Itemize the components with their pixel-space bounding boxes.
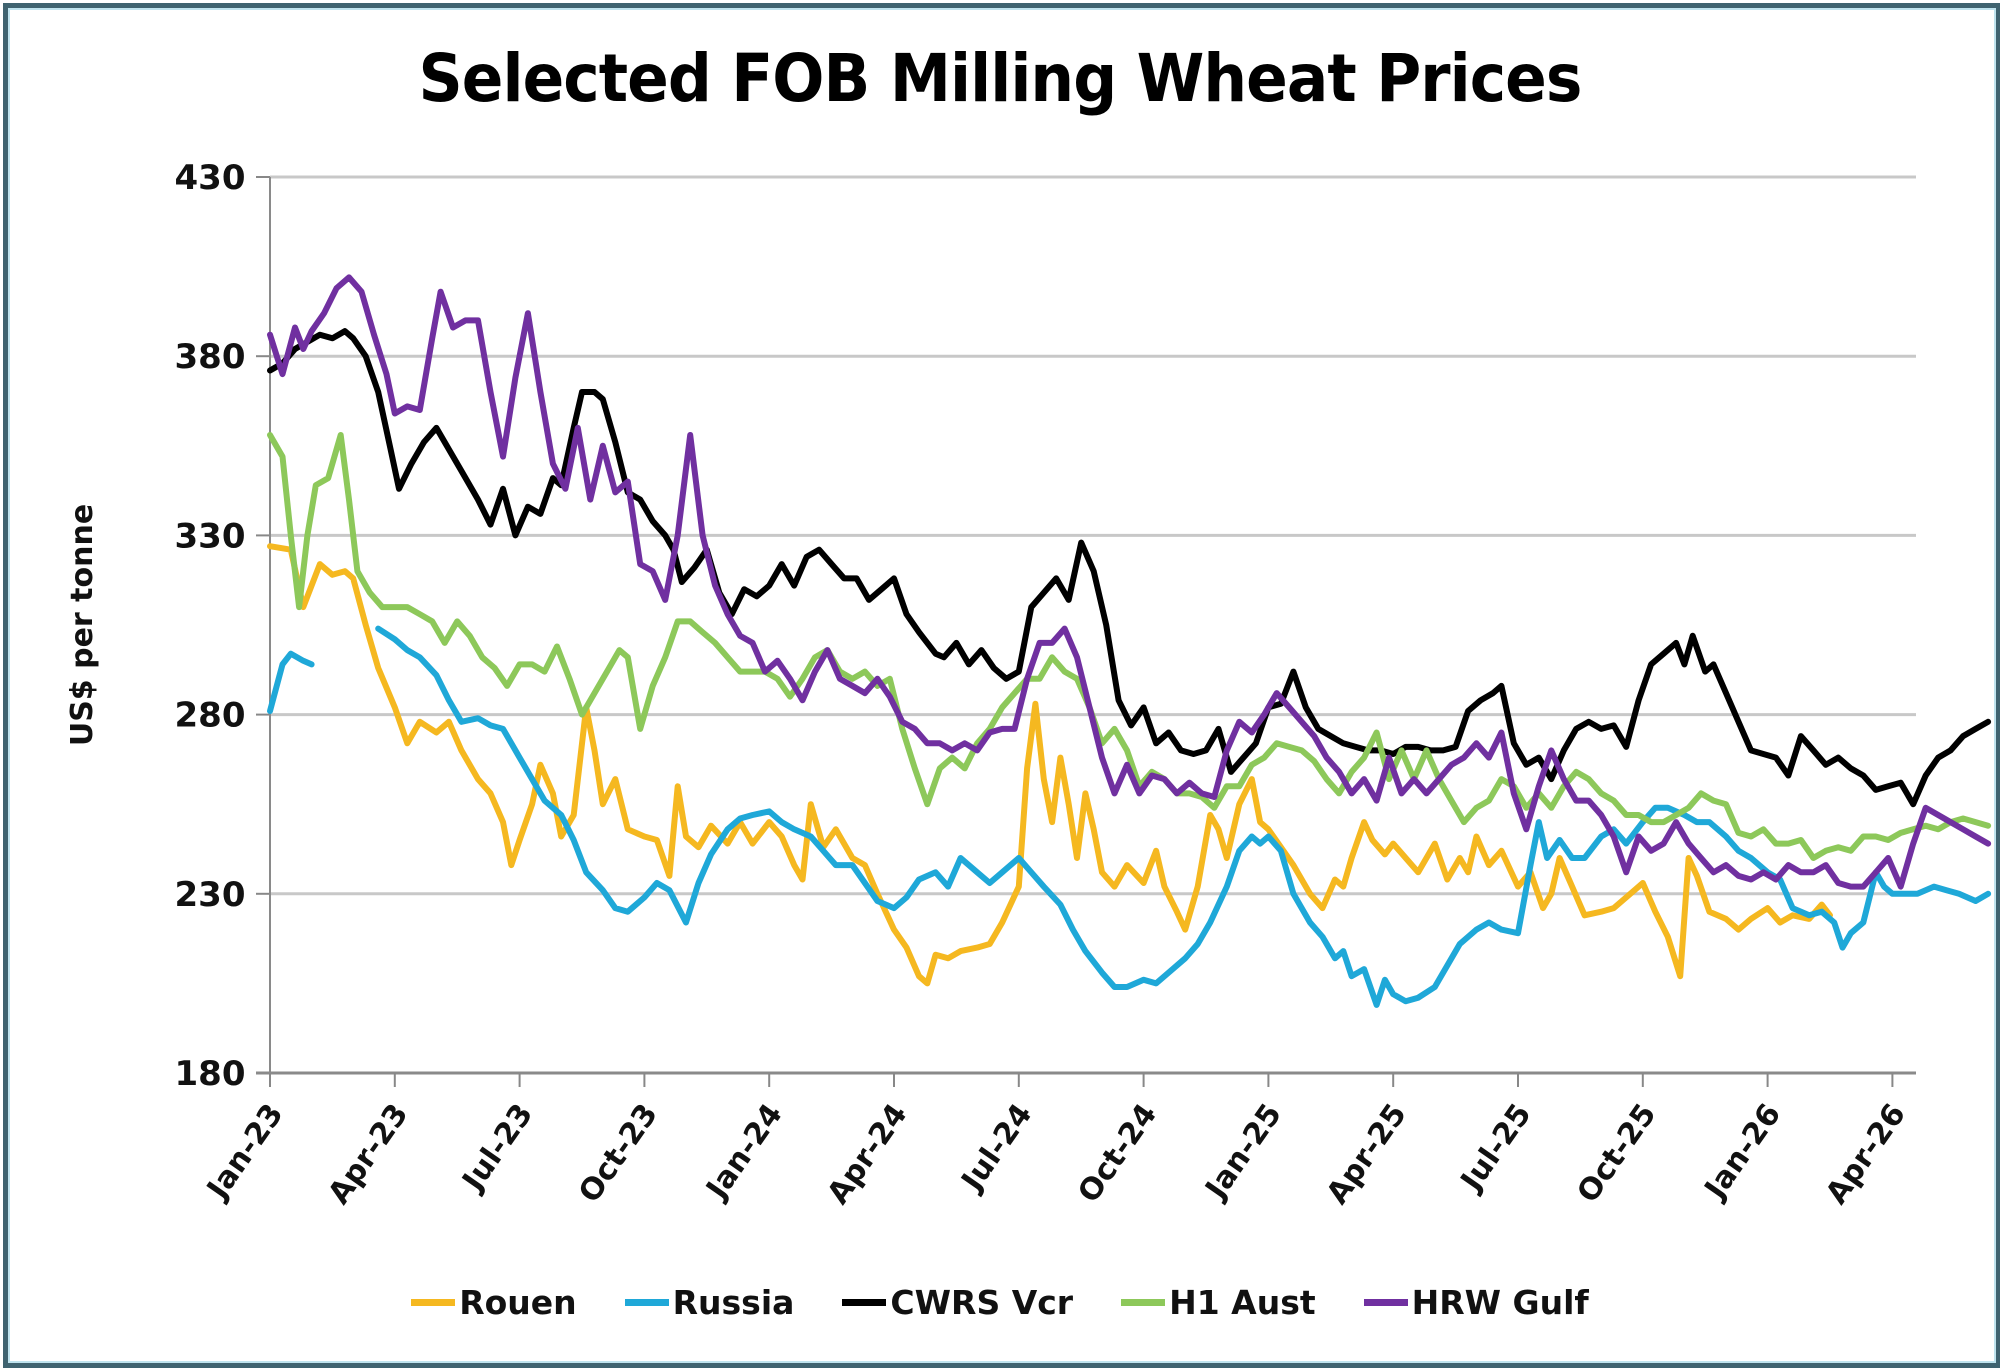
- x-tick-label: Jan-24: [699, 1098, 790, 1207]
- series-lines: [267, 274, 1992, 1008]
- legend-label: Rouen: [459, 1283, 577, 1322]
- series-line-rouen: [267, 543, 1833, 987]
- legend-swatch: [411, 1299, 456, 1306]
- legend-item-rouen: Rouen: [411, 1283, 577, 1322]
- axes: [256, 177, 1916, 1087]
- legend-swatch: [1121, 1299, 1166, 1306]
- y-tick-label: 280: [175, 696, 246, 736]
- series-line-hrw-gulf: [267, 274, 1992, 890]
- y-tick-label: 330: [175, 516, 246, 556]
- x-tick-label: Apr-26: [1819, 1098, 1913, 1211]
- x-tick-label: Jan-26: [1697, 1098, 1788, 1207]
- x-tick-label: Oct-24: [1071, 1098, 1164, 1210]
- legend-label: Russia: [672, 1283, 795, 1322]
- y-tick-label: 230: [175, 875, 246, 915]
- y-tick-label: 380: [175, 337, 246, 377]
- series-line-russia: [267, 650, 315, 714]
- legend-item-cwrs-vcr: CWRS Vcr: [842, 1283, 1073, 1322]
- legend-label: CWRS Vcr: [890, 1283, 1074, 1322]
- y-tick-label: 430: [175, 158, 246, 198]
- series-line-cwrs-vcr: [267, 328, 1992, 808]
- x-tick-label: Jan-23: [199, 1098, 290, 1207]
- legend-label: HRW Gulf: [1411, 1283, 1589, 1322]
- legend-label: H1 Aust: [1169, 1283, 1316, 1322]
- x-tick-label: Jan-25: [1198, 1098, 1289, 1207]
- x-tick-label: Oct-23: [572, 1098, 665, 1210]
- legend: Rouen Russia CWRS Vcr H1 Aust HRW Gulf: [0, 1283, 2000, 1322]
- legend-swatch: [842, 1299, 887, 1306]
- x-tick-label: Apr-23: [321, 1098, 415, 1211]
- x-tick-label: Jul-24: [954, 1098, 1039, 1199]
- legend-swatch: [624, 1299, 669, 1306]
- legend-swatch: [1363, 1299, 1408, 1306]
- x-tick-label: Jul-23: [455, 1098, 540, 1199]
- chart-title: Selected FOB Milling Wheat Prices: [418, 40, 1583, 117]
- x-tick-labels: Jan-23 Apr-23 Jul-23 Oct-23 Jan-24 Apr-24 Jul-…: [199, 1098, 1913, 1211]
- x-tick-label: Jul-25: [1453, 1098, 1538, 1199]
- y-axis-label: US$ per tonne: [65, 504, 100, 746]
- legend-item-h1-aust: H1 Aust: [1121, 1283, 1316, 1322]
- gridlines: [256, 175, 1916, 1074]
- legend-item-russia: Russia: [624, 1283, 795, 1322]
- y-tick-labels: 180 230 280 330 380 430: [175, 158, 246, 1094]
- series-line-russia: [375, 625, 1992, 1008]
- legend-item-hrw-gulf: HRW Gulf: [1363, 1283, 1589, 1322]
- x-tick-label: Apr-24: [821, 1098, 915, 1211]
- x-tick-label: Oct-25: [1571, 1098, 1664, 1210]
- y-tick-label: 180: [175, 1054, 246, 1094]
- series-line-h1-aust: [267, 432, 1992, 861]
- x-tick-label: Apr-25: [1320, 1098, 1414, 1211]
- chart-frame: [3, 3, 2000, 1368]
